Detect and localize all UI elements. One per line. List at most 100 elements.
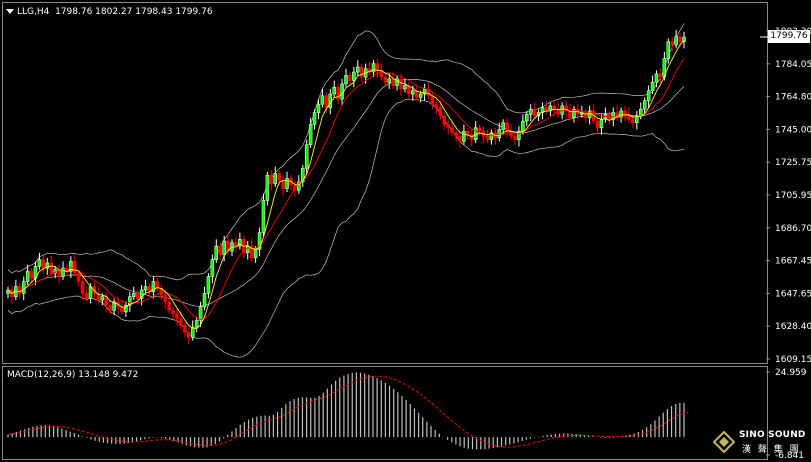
- candle-body: [583, 112, 588, 118]
- candle-body: [678, 36, 682, 42]
- candle-body: [336, 87, 340, 100]
- candle-body: [682, 36, 686, 42]
- dropdown-triangle-icon[interactable]: [6, 9, 14, 14]
- lower-band-line: [7, 99, 685, 358]
- candle-body: [139, 289, 144, 299]
- candle-body: [289, 178, 293, 186]
- candle-body: [132, 293, 136, 297]
- candle-body: [316, 103, 321, 113]
- candle-body: [462, 130, 466, 142]
- candle-body: [25, 271, 30, 282]
- candle-body: [595, 120, 600, 129]
- candle-body: [301, 168, 305, 183]
- price-axis-label: 1667.45: [775, 257, 811, 267]
- candle-body: [293, 184, 297, 191]
- candle-body: [674, 36, 678, 46]
- candle-body: [387, 78, 391, 83]
- candle-body: [324, 95, 329, 108]
- candle-body: [175, 313, 179, 319]
- candle-body: [61, 267, 65, 277]
- candle-body: [269, 174, 274, 184]
- candle-body: [218, 245, 222, 255]
- candle-body: [167, 301, 171, 311]
- candle-body: [261, 200, 266, 233]
- candle-body: [564, 105, 568, 112]
- candle-body: [281, 179, 285, 189]
- price-axis-label: 1764.80: [775, 93, 811, 103]
- candle-body: [92, 286, 97, 294]
- candle-body: [21, 281, 26, 294]
- candle-body: [501, 122, 505, 130]
- candle-body: [438, 107, 443, 117]
- candle-body: [88, 286, 93, 299]
- candle-body: [214, 245, 219, 260]
- symbol-timeframe: LLG,H4: [17, 7, 50, 17]
- candle-body: [80, 281, 85, 294]
- price-axis-label: 1784.05: [775, 60, 811, 70]
- candle-body: [528, 108, 533, 115]
- candle-body: [375, 63, 380, 71]
- price-axis-label: 1725.75: [775, 158, 811, 168]
- price-axis-label: 1647.65: [775, 289, 811, 299]
- candle-body: [155, 281, 160, 289]
- candle-body: [171, 310, 175, 314]
- macd-header: MACD(12,26,9) 13.148 9.472: [7, 370, 139, 380]
- candle-body: [450, 127, 454, 134]
- candle-body: [635, 115, 639, 123]
- candle-body: [285, 178, 289, 189]
- candle-body: [18, 286, 22, 294]
- candle-body: [198, 306, 203, 321]
- candle-body: [312, 112, 317, 125]
- candle-body: [414, 90, 419, 98]
- candle-body: [41, 259, 46, 269]
- candle-body: [108, 304, 112, 311]
- candle-body: [234, 242, 238, 247]
- candle-body: [517, 130, 521, 140]
- candle-body: [485, 136, 490, 140]
- candle-body: [434, 103, 439, 108]
- macd-signal-line: [7, 375, 689, 448]
- candle-body: [599, 119, 604, 129]
- candle-body: [76, 272, 81, 282]
- candle-body: [29, 271, 34, 279]
- candle-body: [340, 83, 344, 100]
- candle-body: [477, 127, 482, 132]
- candle-body: [540, 107, 545, 113]
- candle-body: [532, 108, 537, 117]
- macd-frame[interactable]: [2, 366, 768, 460]
- candle-body: [407, 85, 411, 95]
- candle-body: [304, 144, 309, 169]
- price-axis-label: 1628.40: [775, 322, 811, 332]
- candle-body: [135, 293, 140, 299]
- candle-body: [348, 75, 352, 81]
- candle-body: [666, 41, 671, 59]
- candle-body: [489, 132, 494, 140]
- price-chart-frame[interactable]: [2, 2, 768, 364]
- logo-diamond-icon: [713, 431, 735, 453]
- candle-body: [187, 331, 191, 338]
- candle-body: [619, 110, 623, 118]
- candle-body: [245, 245, 250, 254]
- candle-body: [525, 114, 529, 122]
- candle-body: [143, 286, 148, 291]
- candle-body: [411, 90, 415, 95]
- sino-sound-logo: SINO SOUND 漢 聲 集 團: [713, 429, 809, 459]
- candle-body: [238, 239, 242, 247]
- price-axis-label: 1705.95: [775, 191, 811, 201]
- logo-name: SINO SOUND: [739, 430, 806, 440]
- candle-body: [210, 259, 215, 277]
- candle-body: [151, 281, 156, 292]
- ma-yellow-line: [7, 40, 685, 329]
- candle-body: [37, 259, 42, 267]
- candle-body: [646, 90, 651, 102]
- macd-axis-label: -6.841: [775, 451, 804, 461]
- current-price-label: 1799.76: [768, 30, 810, 43]
- candle-body: [190, 326, 195, 338]
- candle-body: [466, 130, 470, 135]
- candle-body: [73, 261, 77, 274]
- candle-body: [222, 240, 226, 255]
- candle-body: [623, 110, 627, 115]
- price-axis-label: 1686.70: [775, 224, 811, 234]
- candle-body: [100, 296, 105, 301]
